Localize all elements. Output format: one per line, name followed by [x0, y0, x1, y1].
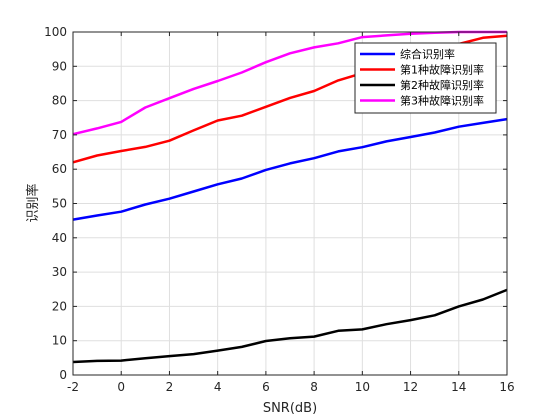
y-tick-label: 70 [52, 128, 67, 142]
y-tick-label: 10 [52, 334, 67, 348]
x-tick-label: 2 [166, 380, 174, 394]
y-tick-label: 80 [52, 94, 67, 108]
x-axis-label: SNR(dB) [263, 401, 317, 416]
y-axis-label: 识别率 [25, 183, 41, 222]
legend-label-3: 第2种故障识别率 [400, 78, 484, 92]
x-tick-label: 16 [499, 380, 514, 394]
series-lines [72, 30, 508, 364]
x-tick-label: -2 [67, 380, 79, 394]
x-tick-label: 12 [403, 380, 418, 394]
series-line-1 [72, 117, 508, 221]
y-tick-label: 0 [59, 368, 67, 382]
y-tick-label: 50 [52, 197, 67, 211]
x-tick-label: 14 [451, 380, 466, 394]
x-tick-label: 6 [262, 380, 270, 394]
x-tick-label: 10 [355, 380, 370, 394]
series-line-4 [72, 30, 507, 136]
y-tick-label: 90 [52, 59, 67, 73]
y-tick-label: 30 [52, 265, 67, 279]
legend-label-4: 第3种故障识别率 [400, 94, 484, 108]
y-tick-label: 100 [44, 25, 67, 39]
y-tick-label: 20 [52, 299, 67, 313]
legend-label-1: 综合识别率 [400, 47, 455, 61]
legend-label-2: 第1种故障识别率 [400, 63, 484, 77]
x-tick-label: 0 [117, 380, 125, 394]
x-tick-label: 4 [214, 380, 222, 394]
y-tick-label: 60 [52, 162, 67, 176]
x-tick-label: 8 [310, 380, 318, 394]
y-tick-label: 40 [52, 231, 67, 245]
series-line-3 [72, 288, 508, 364]
